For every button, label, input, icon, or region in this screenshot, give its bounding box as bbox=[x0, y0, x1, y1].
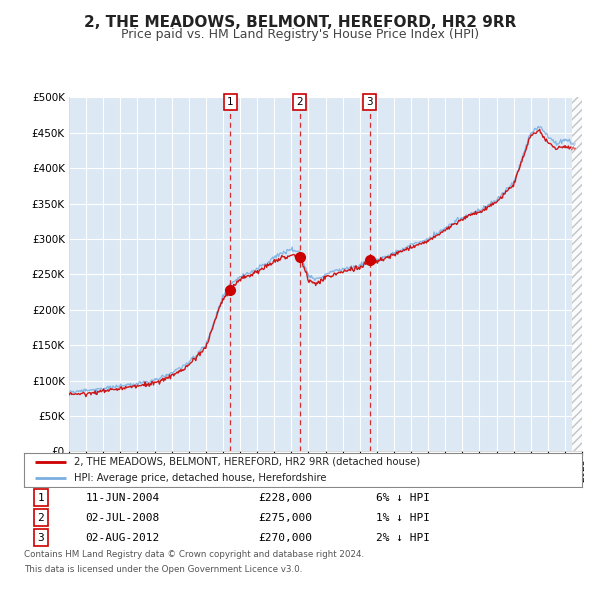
Text: 2, THE MEADOWS, BELMONT, HEREFORD, HR2 9RR: 2, THE MEADOWS, BELMONT, HEREFORD, HR2 9… bbox=[84, 15, 516, 30]
Text: £270,000: £270,000 bbox=[259, 533, 313, 543]
Text: 3: 3 bbox=[367, 97, 373, 107]
Text: 2: 2 bbox=[296, 97, 303, 107]
Text: Contains HM Land Registry data © Crown copyright and database right 2024.: Contains HM Land Registry data © Crown c… bbox=[24, 550, 364, 559]
Text: HPI: Average price, detached house, Herefordshire: HPI: Average price, detached house, Here… bbox=[74, 473, 327, 483]
Text: 6% ↓ HPI: 6% ↓ HPI bbox=[376, 493, 430, 503]
Text: £228,000: £228,000 bbox=[259, 493, 313, 503]
Bar bbox=[572, 97, 582, 451]
Text: 02-AUG-2012: 02-AUG-2012 bbox=[85, 533, 160, 543]
Text: Price paid vs. HM Land Registry's House Price Index (HPI): Price paid vs. HM Land Registry's House … bbox=[121, 28, 479, 41]
Text: 3: 3 bbox=[37, 533, 44, 543]
Text: This data is licensed under the Open Government Licence v3.0.: This data is licensed under the Open Gov… bbox=[24, 565, 302, 573]
Text: 1: 1 bbox=[227, 97, 234, 107]
Text: 2: 2 bbox=[37, 513, 44, 523]
Text: 2, THE MEADOWS, BELMONT, HEREFORD, HR2 9RR (detached house): 2, THE MEADOWS, BELMONT, HEREFORD, HR2 9… bbox=[74, 457, 421, 467]
Text: 2% ↓ HPI: 2% ↓ HPI bbox=[376, 533, 430, 543]
Text: 02-JUL-2008: 02-JUL-2008 bbox=[85, 513, 160, 523]
Text: 11-JUN-2004: 11-JUN-2004 bbox=[85, 493, 160, 503]
Text: 1: 1 bbox=[37, 493, 44, 503]
Text: 1% ↓ HPI: 1% ↓ HPI bbox=[376, 513, 430, 523]
Text: £275,000: £275,000 bbox=[259, 513, 313, 523]
